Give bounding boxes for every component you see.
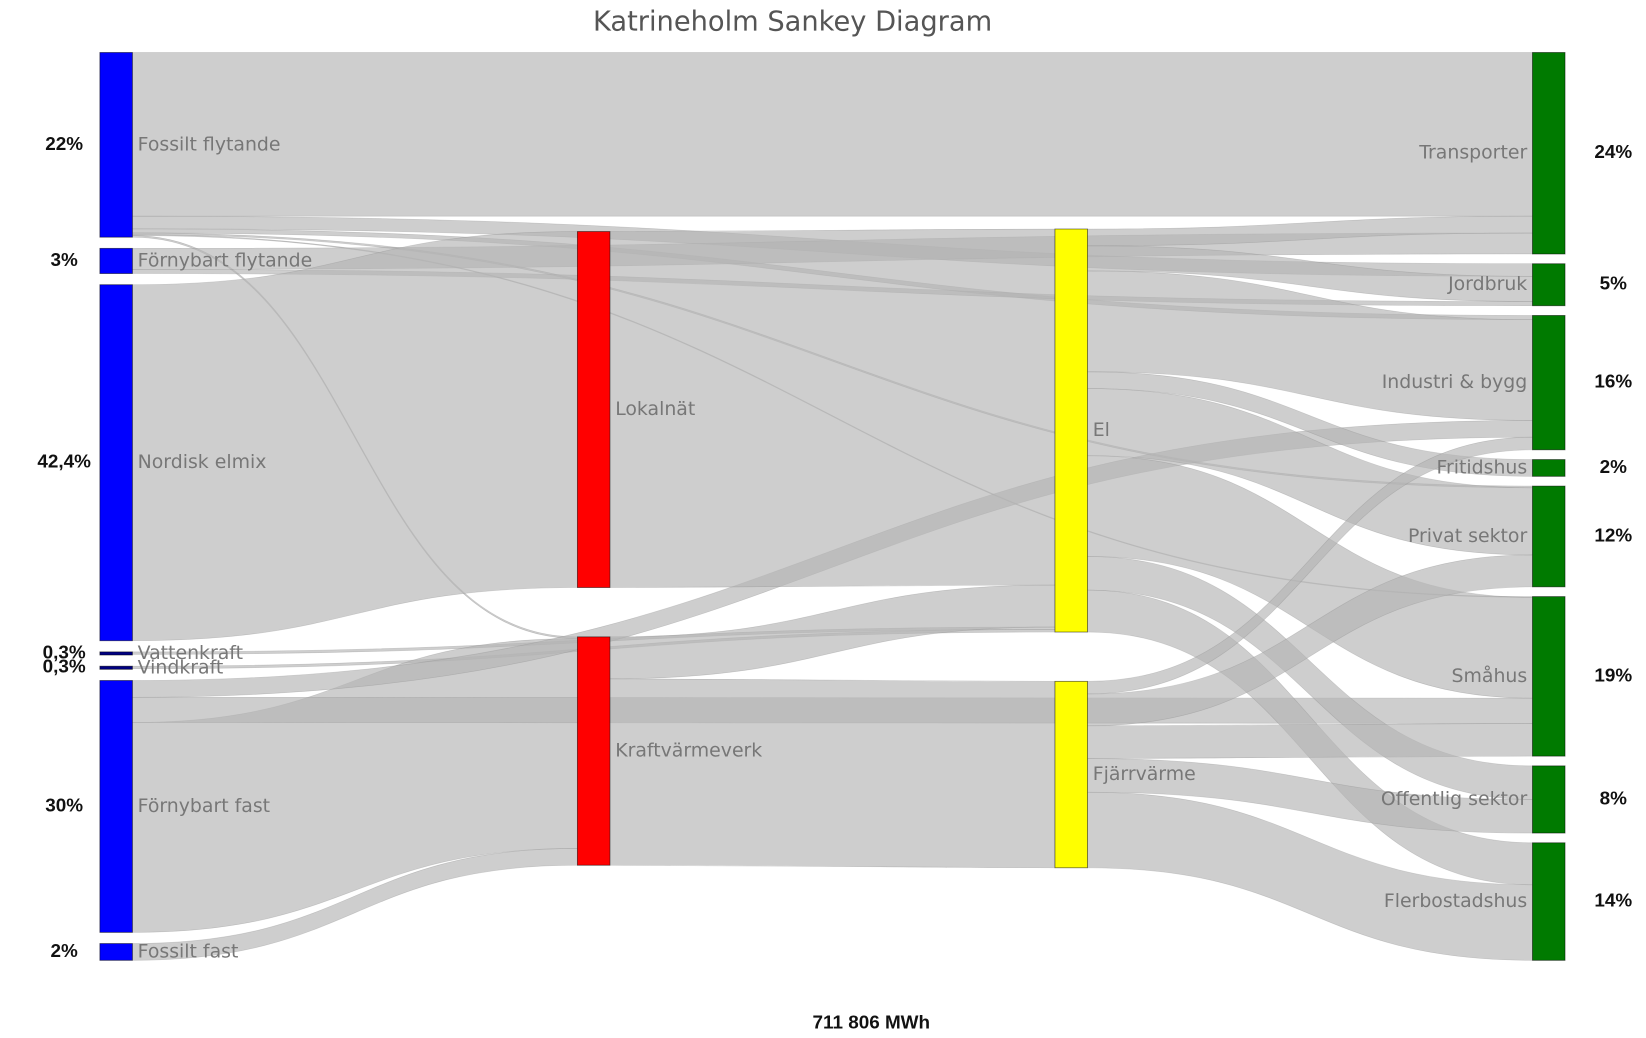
node-label: Fritidshus — [1437, 456, 1528, 478]
node — [576, 636, 611, 866]
node — [99, 284, 133, 642]
node — [1532, 842, 1566, 961]
node-label: Vattenkraft — [138, 642, 243, 664]
node-label: El — [1093, 419, 1110, 441]
node — [1532, 765, 1566, 834]
node — [99, 943, 133, 961]
links — [132, 52, 1533, 961]
node-label: Nordisk elmix — [138, 451, 267, 473]
node-label: Vindkraft — [138, 656, 224, 678]
node — [99, 680, 133, 933]
value-label: 19% — [1594, 665, 1632, 686]
link — [132, 231, 578, 642]
node-label: Fjärrvärme — [1093, 763, 1196, 785]
value-label: 0,3% — [43, 642, 86, 663]
value-label: 30% — [45, 795, 83, 816]
node-label: Kraftvärmeverk — [615, 740, 762, 762]
value-label: 12% — [1594, 525, 1632, 546]
node — [99, 651, 133, 656]
value-label: 22% — [45, 134, 83, 155]
value-label: 3% — [51, 250, 78, 271]
node — [1532, 459, 1566, 477]
node-label: Fossilt fast — [138, 940, 239, 962]
chart-title: Katrineholm Sankey Diagram — [593, 7, 992, 38]
labels: Fossilt flytande 22% Förnybart flytande 3% N… — [37, 133, 1632, 962]
node — [99, 52, 133, 238]
node-label: Lokalnät — [615, 398, 695, 420]
node-label: Privat sektor — [1408, 525, 1528, 547]
value-label: 2% — [1600, 457, 1627, 478]
total-label: 711 806 MWh — [813, 1012, 931, 1033]
value-label: 42,4% — [37, 452, 91, 473]
nodes — [99, 52, 1566, 961]
link — [132, 52, 1533, 217]
link — [609, 678, 1056, 869]
node-label: Industri & bygg — [1382, 371, 1528, 393]
value-label: 14% — [1594, 891, 1632, 912]
node — [1532, 315, 1566, 451]
node-label: Transporter — [1418, 142, 1527, 164]
link — [1087, 723, 1533, 759]
node-label: Förnybart fast — [138, 795, 270, 817]
node-label: Fossilt flytande — [138, 133, 281, 155]
node — [576, 231, 611, 588]
node — [1532, 485, 1566, 588]
value-label: 24% — [1594, 142, 1632, 163]
node — [1054, 680, 1088, 869]
node-label: Offentlig sektor — [1381, 788, 1528, 810]
node — [1532, 596, 1566, 757]
value-label: 5% — [1600, 274, 1627, 295]
node — [99, 665, 133, 670]
value-label: 0,3% — [43, 657, 86, 678]
value-label: 16% — [1594, 372, 1632, 393]
node-label: Flerbostadshus — [1384, 890, 1527, 912]
node — [1532, 52, 1566, 255]
node-label: Förnybart flytande — [138, 249, 313, 271]
node — [99, 247, 133, 274]
node-label: Småhus — [1452, 664, 1528, 687]
node-label: Jordbruk — [1447, 273, 1527, 295]
node — [1054, 228, 1088, 633]
node — [1532, 263, 1566, 307]
value-label: 8% — [1600, 788, 1627, 809]
value-label: 2% — [51, 941, 78, 962]
